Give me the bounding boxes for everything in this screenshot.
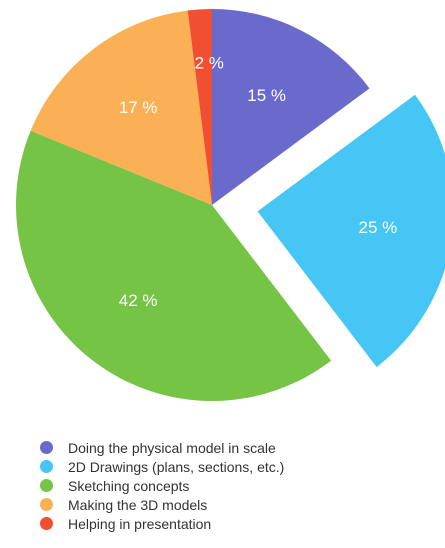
pie-slice <box>30 10 212 205</box>
pie-slice <box>257 94 445 368</box>
legend-label: Helping in presentation <box>68 515 212 532</box>
slice-value-label: 25 % <box>359 218 398 237</box>
pie-slice <box>187 9 212 205</box>
legend-label: 2D Drawings (plans, sections, etc.) <box>68 458 285 475</box>
legend-item: 2D Drawings (plans, sections, etc.) <box>40 457 440 476</box>
legend-item: Sketching concepts <box>40 476 440 495</box>
pie-slice <box>15 130 332 401</box>
legend-label: Making the 3D models <box>68 496 208 513</box>
slice-value-label: 2 % <box>195 54 224 73</box>
legend-label: Sketching concepts <box>68 477 190 494</box>
slice-value-label: 17 % <box>119 98 158 117</box>
legend-swatch-icon <box>40 517 53 530</box>
legend-swatch-icon <box>40 498 53 511</box>
legend-swatch-icon <box>40 479 53 492</box>
legend-swatch-icon <box>40 441 53 454</box>
legend-item: Making the 3D models <box>40 495 440 514</box>
legend-item: Doing the physical model in scale <box>40 438 440 457</box>
legend-item: Helping in presentation <box>40 514 440 533</box>
legend: Doing the physical model in scale 2D Draw… <box>40 438 440 533</box>
legend-label: Doing the physical model in scale <box>68 439 276 456</box>
slice-value-label: 42 % <box>119 291 158 310</box>
slice-value-label: 15 % <box>247 86 286 105</box>
legend-swatch-icon <box>40 460 53 473</box>
pie-slice <box>212 9 370 205</box>
